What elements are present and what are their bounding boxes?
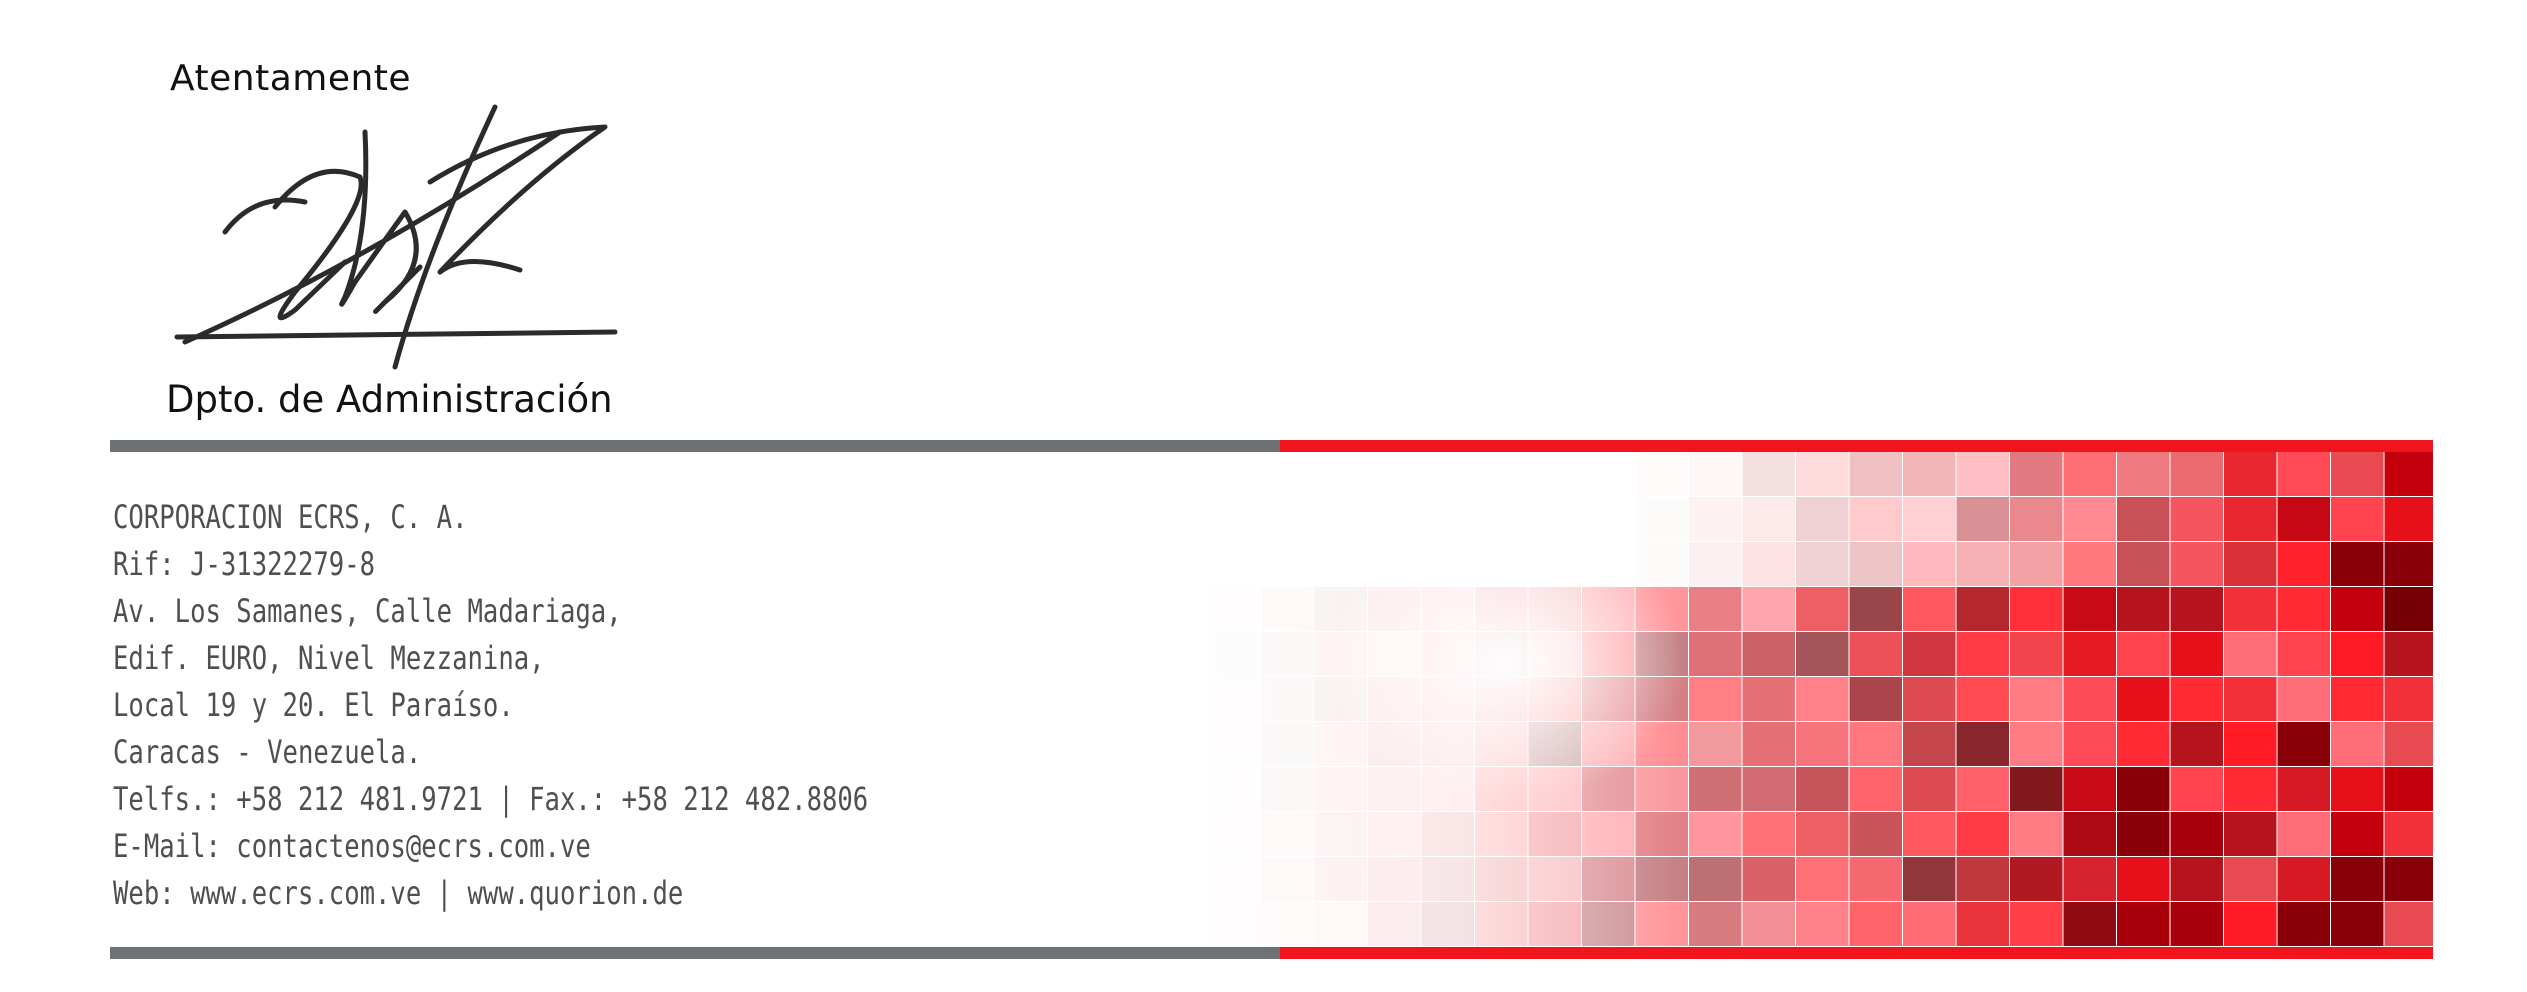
bottom-red-rule (1280, 947, 2433, 959)
company-rif: Rif: J-31322279-8 (113, 545, 376, 583)
web-line: Web: www.ecrs.com.ve | www.quorion.de (113, 874, 684, 912)
department-text: Dpto. de Administración (166, 378, 613, 421)
phone-fax-line: Telfs.: +58 212 481.9721 | Fax.: +58 212… (113, 780, 869, 818)
company-name: CORPORACION ECRS, C. A. (113, 498, 468, 536)
top-red-rule (1280, 440, 2433, 452)
closing-text: Atentamente (170, 58, 412, 99)
address-line-1: Av. Los Samanes, Calle Madariaga, (113, 592, 622, 630)
bottom-gray-rule (110, 947, 1290, 959)
address-line-2: Edif. EURO, Nivel Mezzanina, (113, 639, 545, 677)
address-line-3: Local 19 y 20. El Paraíso. (113, 686, 514, 724)
city-line: Caracas - Venezuela. (113, 733, 422, 771)
top-gray-rule (110, 440, 1290, 452)
handwritten-signature (174, 104, 618, 370)
red-mosaic-graphic (940, 452, 2433, 947)
company-address-block: CORPORACION ECRS, C. A. Rif: J-31322279-… (113, 494, 868, 917)
email-line: E-Mail: contactenos@ecrs.com.ve (113, 827, 591, 865)
